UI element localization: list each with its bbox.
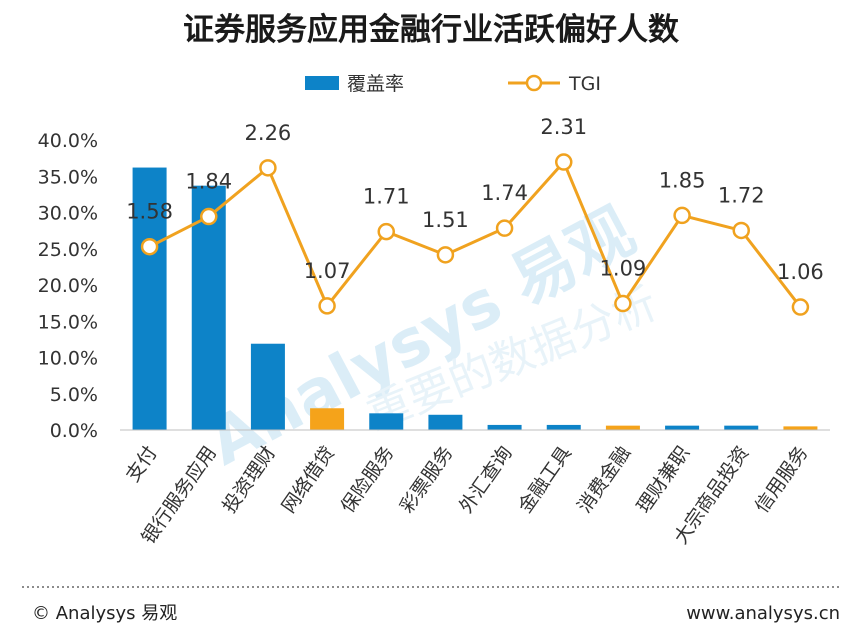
tgi-data-label: 2.31 — [540, 115, 587, 139]
tgi-point — [495, 219, 514, 237]
footer-url: www.analysys.cn — [686, 603, 840, 624]
tgi-series: 1.58 1.84 2.26 1.07 1.71 1.51 1.74 2.31 1.09 1.85… — [126, 115, 824, 316]
tgi-point — [614, 294, 632, 313]
tgi-point — [436, 246, 455, 264]
footer-copyright: © Analysys 易观 — [32, 603, 177, 624]
tgi-point — [732, 221, 750, 240]
legend-label-tgi: TGI — [568, 73, 601, 95]
bar — [665, 425, 700, 430]
tgi-point — [259, 159, 277, 177]
legend-marker-tgi — [525, 74, 543, 92]
bar — [487, 424, 522, 430]
y-tick-label: 35.0% — [38, 166, 98, 188]
tgi-data-label: 2.26 — [245, 121, 292, 145]
x-tick-label: 网络借贷 — [278, 442, 340, 517]
bar — [428, 414, 463, 430]
legend: 覆盖率 TGI — [305, 73, 601, 95]
tgi-data-label: 1.51 — [422, 208, 469, 232]
bar — [369, 413, 404, 430]
tgi-point — [140, 237, 159, 256]
tgi-data-label: 1.06 — [777, 260, 824, 284]
tgi-point — [555, 153, 573, 171]
tgi-data-label: 1.72 — [718, 183, 765, 207]
y-tick-label: 40.0% — [38, 130, 98, 152]
y-axis: 0.0% 5.0% 10.0% 15.0% 20.0% 25.0% 30.0% 35.0% 40… — [38, 130, 98, 442]
tgi-data-label: 1.71 — [363, 185, 410, 209]
bar — [250, 343, 285, 430]
bar-series — [132, 167, 818, 431]
x-tick-label: 金融工具 — [514, 442, 576, 517]
y-tick-label: 15.0% — [38, 311, 98, 333]
x-tick-label: 消费金融 — [573, 442, 635, 517]
y-tick-label: 5.0% — [50, 384, 98, 406]
x-tick-label: 保险服务 — [337, 442, 399, 517]
bar — [546, 424, 581, 430]
legend-label-coverage: 覆盖率 — [347, 73, 404, 95]
tgi-data-label: 1.58 — [126, 200, 173, 224]
tgi-point — [673, 206, 691, 225]
bar — [132, 167, 167, 431]
legend-swatch-coverage — [305, 76, 339, 90]
chart-title: 证券服务应用金融行业活跃偏好人数 — [183, 12, 679, 48]
x-tick-label: 外汇查询 — [455, 442, 517, 517]
tgi-point — [377, 222, 395, 241]
tgi-line — [148, 160, 802, 308]
y-tick-label: 0.0% — [50, 420, 98, 442]
x-tick-label: 信用服务 — [751, 442, 813, 517]
tgi-point — [791, 298, 810, 316]
bar — [605, 425, 640, 430]
tgi-data-label: 1.74 — [481, 181, 528, 205]
x-tick-label: 支付 — [122, 442, 162, 486]
tgi-data-label: 1.85 — [659, 168, 706, 192]
bar — [310, 408, 345, 430]
tgi-data-label: 1.07 — [304, 259, 351, 283]
tgi-data-label: 1.84 — [185, 170, 232, 194]
y-tick-label: 25.0% — [38, 239, 98, 261]
bar — [191, 185, 226, 430]
y-tick-label: 30.0% — [38, 203, 98, 225]
tgi-data-label: 1.09 — [600, 257, 647, 281]
tgi-point — [318, 297, 336, 315]
y-tick-label: 20.0% — [38, 275, 98, 297]
x-tick-label: 理财兼职 — [633, 442, 695, 517]
bar — [783, 426, 818, 430]
y-tick-label: 10.0% — [38, 348, 98, 370]
x-tick-label: 彩票服务 — [396, 442, 458, 517]
bar — [724, 425, 759, 430]
tgi-point — [200, 207, 218, 226]
